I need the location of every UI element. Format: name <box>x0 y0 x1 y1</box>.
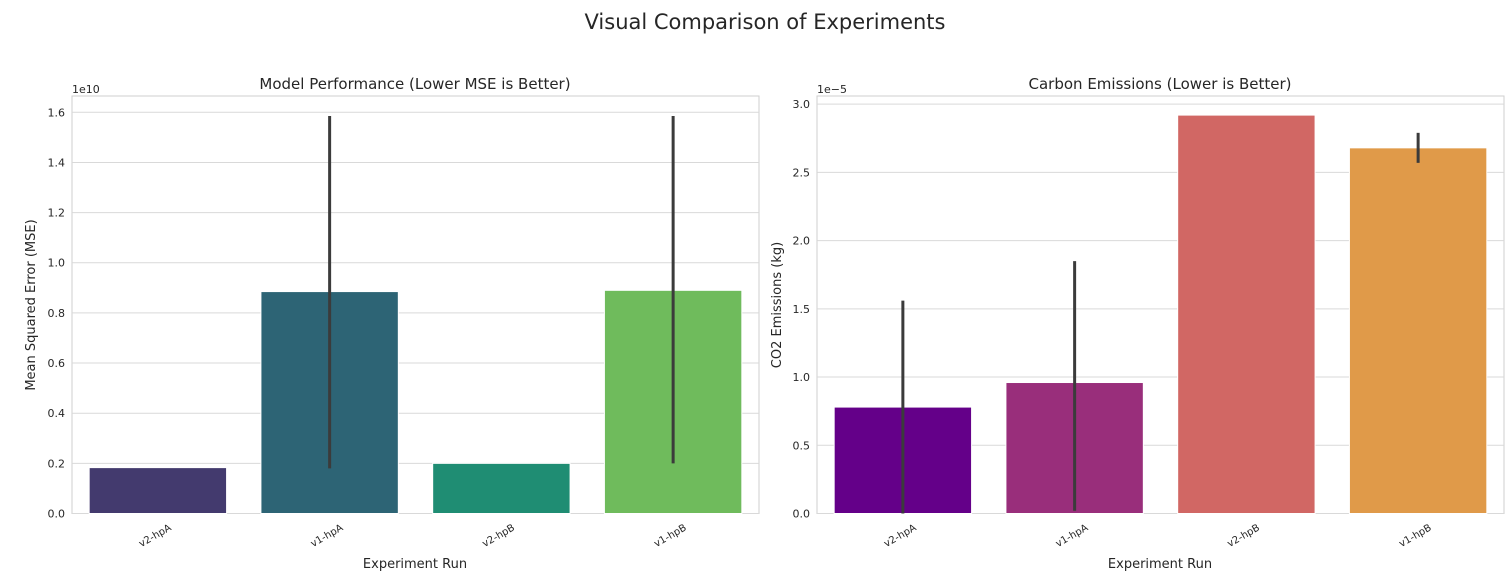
mse-chart: 0.0 0.2 0.4 0.6 0.8 1.0 1.2 1.4 1.6 v2-hpA v1-hpA v… <box>24 75 760 572</box>
mse-offset-label: 1e10 <box>72 83 100 96</box>
mse-y-tick-label: 1.2 <box>48 207 66 220</box>
emissions-y-tick-label: 3.0 <box>793 98 811 111</box>
mse-y-tick-label: 0.8 <box>48 307 66 320</box>
emissions-x-tick-label: v2-hpB <box>1226 523 1262 550</box>
emissions-bar <box>1348 147 1488 514</box>
emissions-offset-label: 1e−5 <box>817 83 847 96</box>
emissions-x-tick-label: v1-hpA <box>1054 522 1090 549</box>
mse-bar <box>432 462 571 515</box>
mse-bar <box>88 467 228 514</box>
mse-x-tick-label: v2-hpA <box>137 522 173 549</box>
emissions-y-tick-label: 1.5 <box>793 303 811 316</box>
emissions-y-axis-label: CO2 Emissions (kg) <box>770 242 785 368</box>
mse-y-axis-label: Mean Squared Error (MSE) <box>24 219 39 390</box>
mse-x-axis-label: Experiment Run <box>363 557 467 572</box>
emissions-x-tick-label: v1-hpB <box>1397 523 1433 550</box>
mse-x-tick-label: v2-hpB <box>481 523 517 550</box>
emissions-y-tick-label: 2.0 <box>793 235 811 248</box>
mse-y-tick-label: 0.6 <box>48 357 66 370</box>
emissions-y-tick-label: 2.5 <box>793 166 811 179</box>
mse-y-tick-label: 1.0 <box>48 257 66 270</box>
figure-title: Visual Comparison of Experiments <box>585 10 946 34</box>
emissions-bar <box>1177 114 1316 514</box>
emissions-y-tick-label: 1.0 <box>793 371 811 384</box>
mse-y-tick-label: 0.2 <box>48 457 66 470</box>
mse-y-tick-label: 1.4 <box>48 156 66 169</box>
emissions-x-tick-label: v2-hpA <box>882 522 918 549</box>
mse-x-tick-label: v1-hpB <box>652 523 688 550</box>
emissions-y-tick-label: 0.0 <box>793 508 811 521</box>
emissions-x-axis-label: Experiment Run <box>1108 557 1212 572</box>
emissions-y-tick-label: 0.5 <box>793 439 811 452</box>
mse-x-tick-label: v1-hpA <box>309 522 345 549</box>
mse-y-tick-label: 1.6 <box>48 106 66 119</box>
emissions-chart: 0.0 0.5 1.0 1.5 2.0 2.5 3.0 v2-hpA v1-hpA v2-hpB v… <box>770 75 1505 572</box>
emissions-chart-title: Carbon Emissions (Lower is Better) <box>1029 75 1292 93</box>
mse-y-tick-label: 0.0 <box>48 508 66 521</box>
mse-chart-title: Model Performance (Lower MSE is Better) <box>259 75 570 93</box>
mse-y-tick-label: 0.4 <box>48 407 66 420</box>
